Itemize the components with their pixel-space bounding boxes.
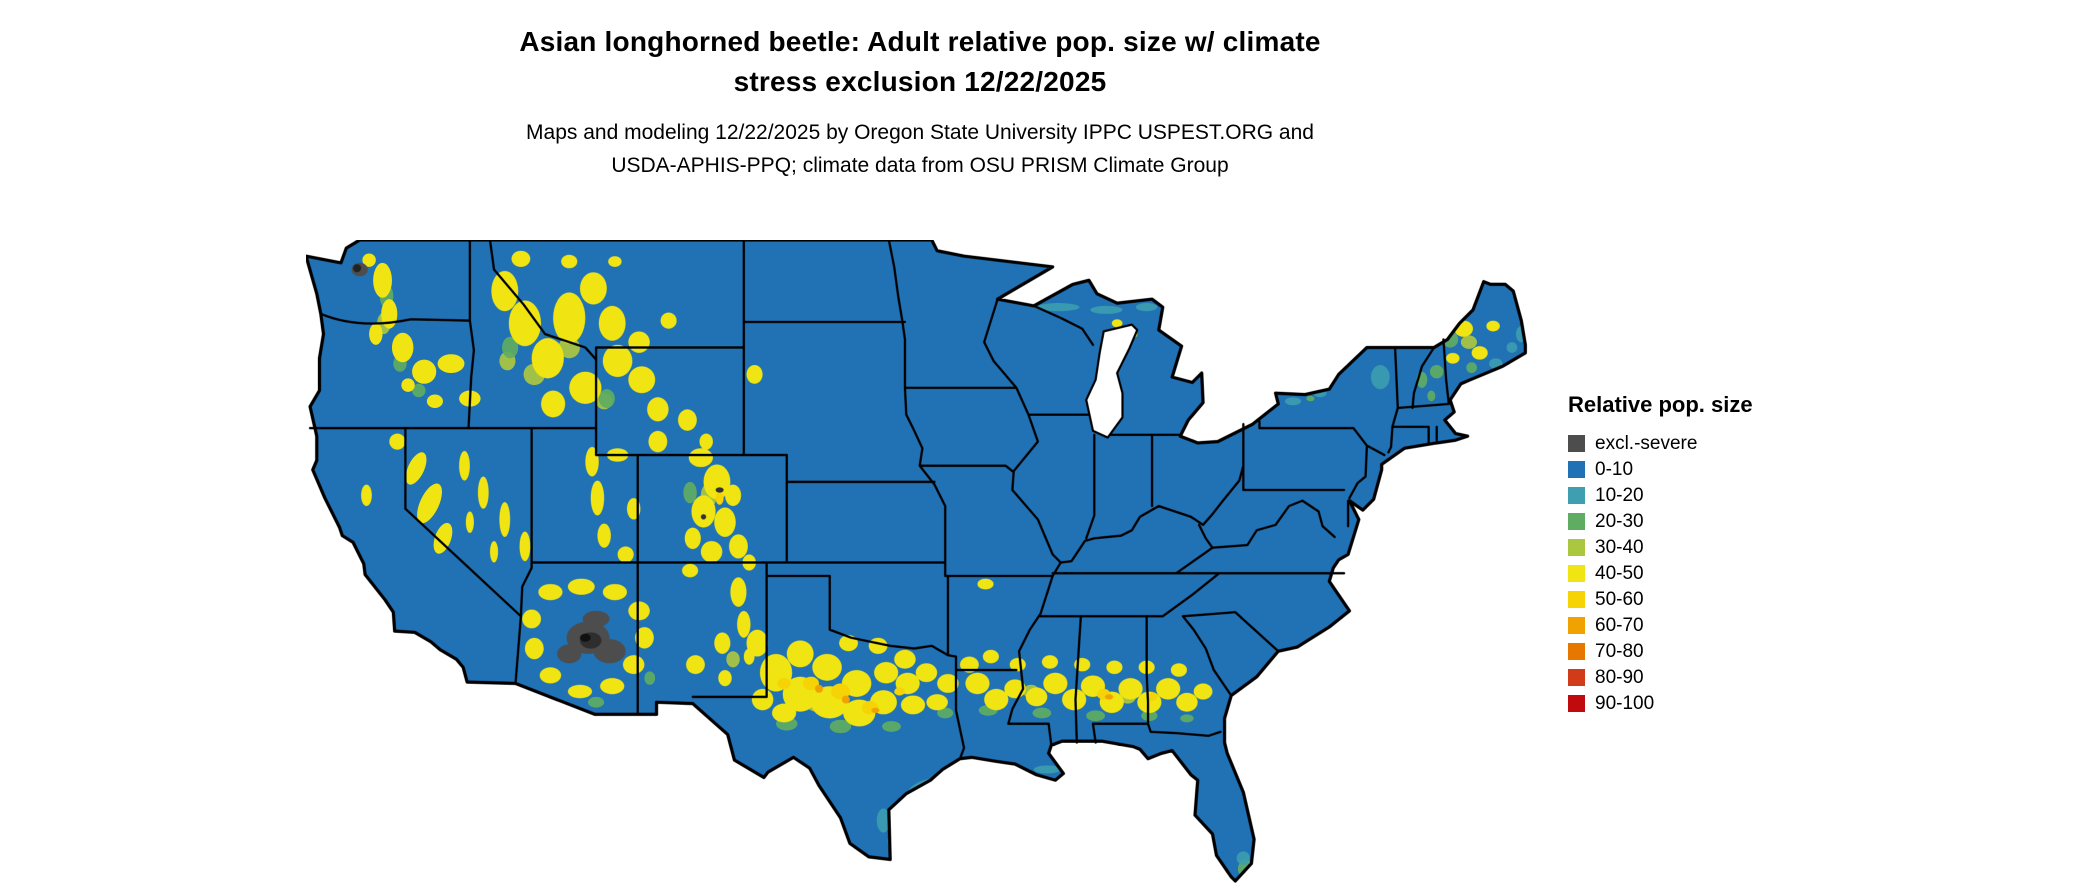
legend-swatch-10-20	[1568, 486, 1585, 504]
legend-item: 40-50	[1568, 560, 1808, 586]
conus-outline	[306, 240, 1527, 883]
class-50-60-patches	[715, 491, 1158, 715]
map-title-line2: stress exclusion 12/22/2025	[733, 66, 1107, 97]
legend-label: 20-30	[1595, 510, 1644, 532]
class-20-30-patches	[379, 284, 1477, 879]
legend-label: 30-40	[1595, 536, 1644, 558]
legend-item: 20-30	[1568, 508, 1808, 534]
legend-swatch-80-90	[1568, 668, 1585, 686]
legend-swatch-40-50	[1568, 564, 1585, 582]
legend-label: 80-90	[1595, 666, 1644, 688]
legend-swatch-20-30	[1568, 512, 1585, 530]
map-title: Asian longhorned beetle: Adult relative …	[0, 22, 1840, 102]
legend-label: 90-100	[1595, 692, 1655, 714]
map-subtitle-line2: USDA-APHIS-PPQ; climate data from OSU PR…	[611, 154, 1229, 177]
legend-swatch-0-10	[1568, 460, 1585, 478]
legend-item: 0-10	[1568, 456, 1808, 482]
legend-label: 40-50	[1595, 562, 1644, 584]
us-map-svg	[306, 240, 1527, 883]
class-excluded-patches	[351, 262, 724, 664]
legend-title: Relative pop. size	[1568, 392, 1753, 417]
us-map	[306, 240, 1528, 885]
legend-label: 50-60	[1595, 588, 1644, 610]
legend-item: 50-60	[1568, 586, 1808, 612]
legend-label: excl.-severe	[1595, 432, 1698, 454]
legend-swatch-70-80	[1568, 642, 1585, 660]
map-subtitle: Maps and modeling 12/22/2025 by Oregon S…	[0, 116, 1840, 182]
class-10-20-patches	[876, 303, 1526, 865]
lake-michigan	[1085, 323, 1139, 439]
legend-label: 10-20	[1595, 484, 1644, 506]
legend-swatch-excl-severe	[1568, 434, 1585, 452]
legend-item: 60-70	[1568, 612, 1808, 638]
legend-item: 30-40	[1568, 534, 1808, 560]
legend-item: 80-90	[1568, 664, 1808, 690]
legend-label: 0-10	[1595, 458, 1634, 480]
legend-label: 60-70	[1595, 614, 1644, 636]
legend-item: 70-80	[1568, 638, 1808, 664]
legend-item: 90-100	[1568, 690, 1808, 716]
legend-swatch-30-40	[1568, 538, 1585, 556]
legend-swatch-90-100	[1568, 694, 1585, 712]
legend-swatch-60-70	[1568, 616, 1585, 634]
legend-label: 70-80	[1595, 640, 1644, 662]
legend-item: 10-20	[1568, 482, 1808, 508]
legend-item: excl.-severe	[1568, 430, 1808, 456]
legend-swatch-50-60	[1568, 590, 1585, 608]
map-subtitle-line1: Maps and modeling 12/22/2025 by Oregon S…	[526, 121, 1314, 144]
state-borders	[308, 240, 1450, 760]
class-60-70-patches	[814, 684, 1114, 713]
legend: Relative pop. size excl.-severe 0-10 10-…	[1568, 392, 1808, 716]
map-title-line1: Asian longhorned beetle: Adult relative …	[519, 26, 1321, 57]
